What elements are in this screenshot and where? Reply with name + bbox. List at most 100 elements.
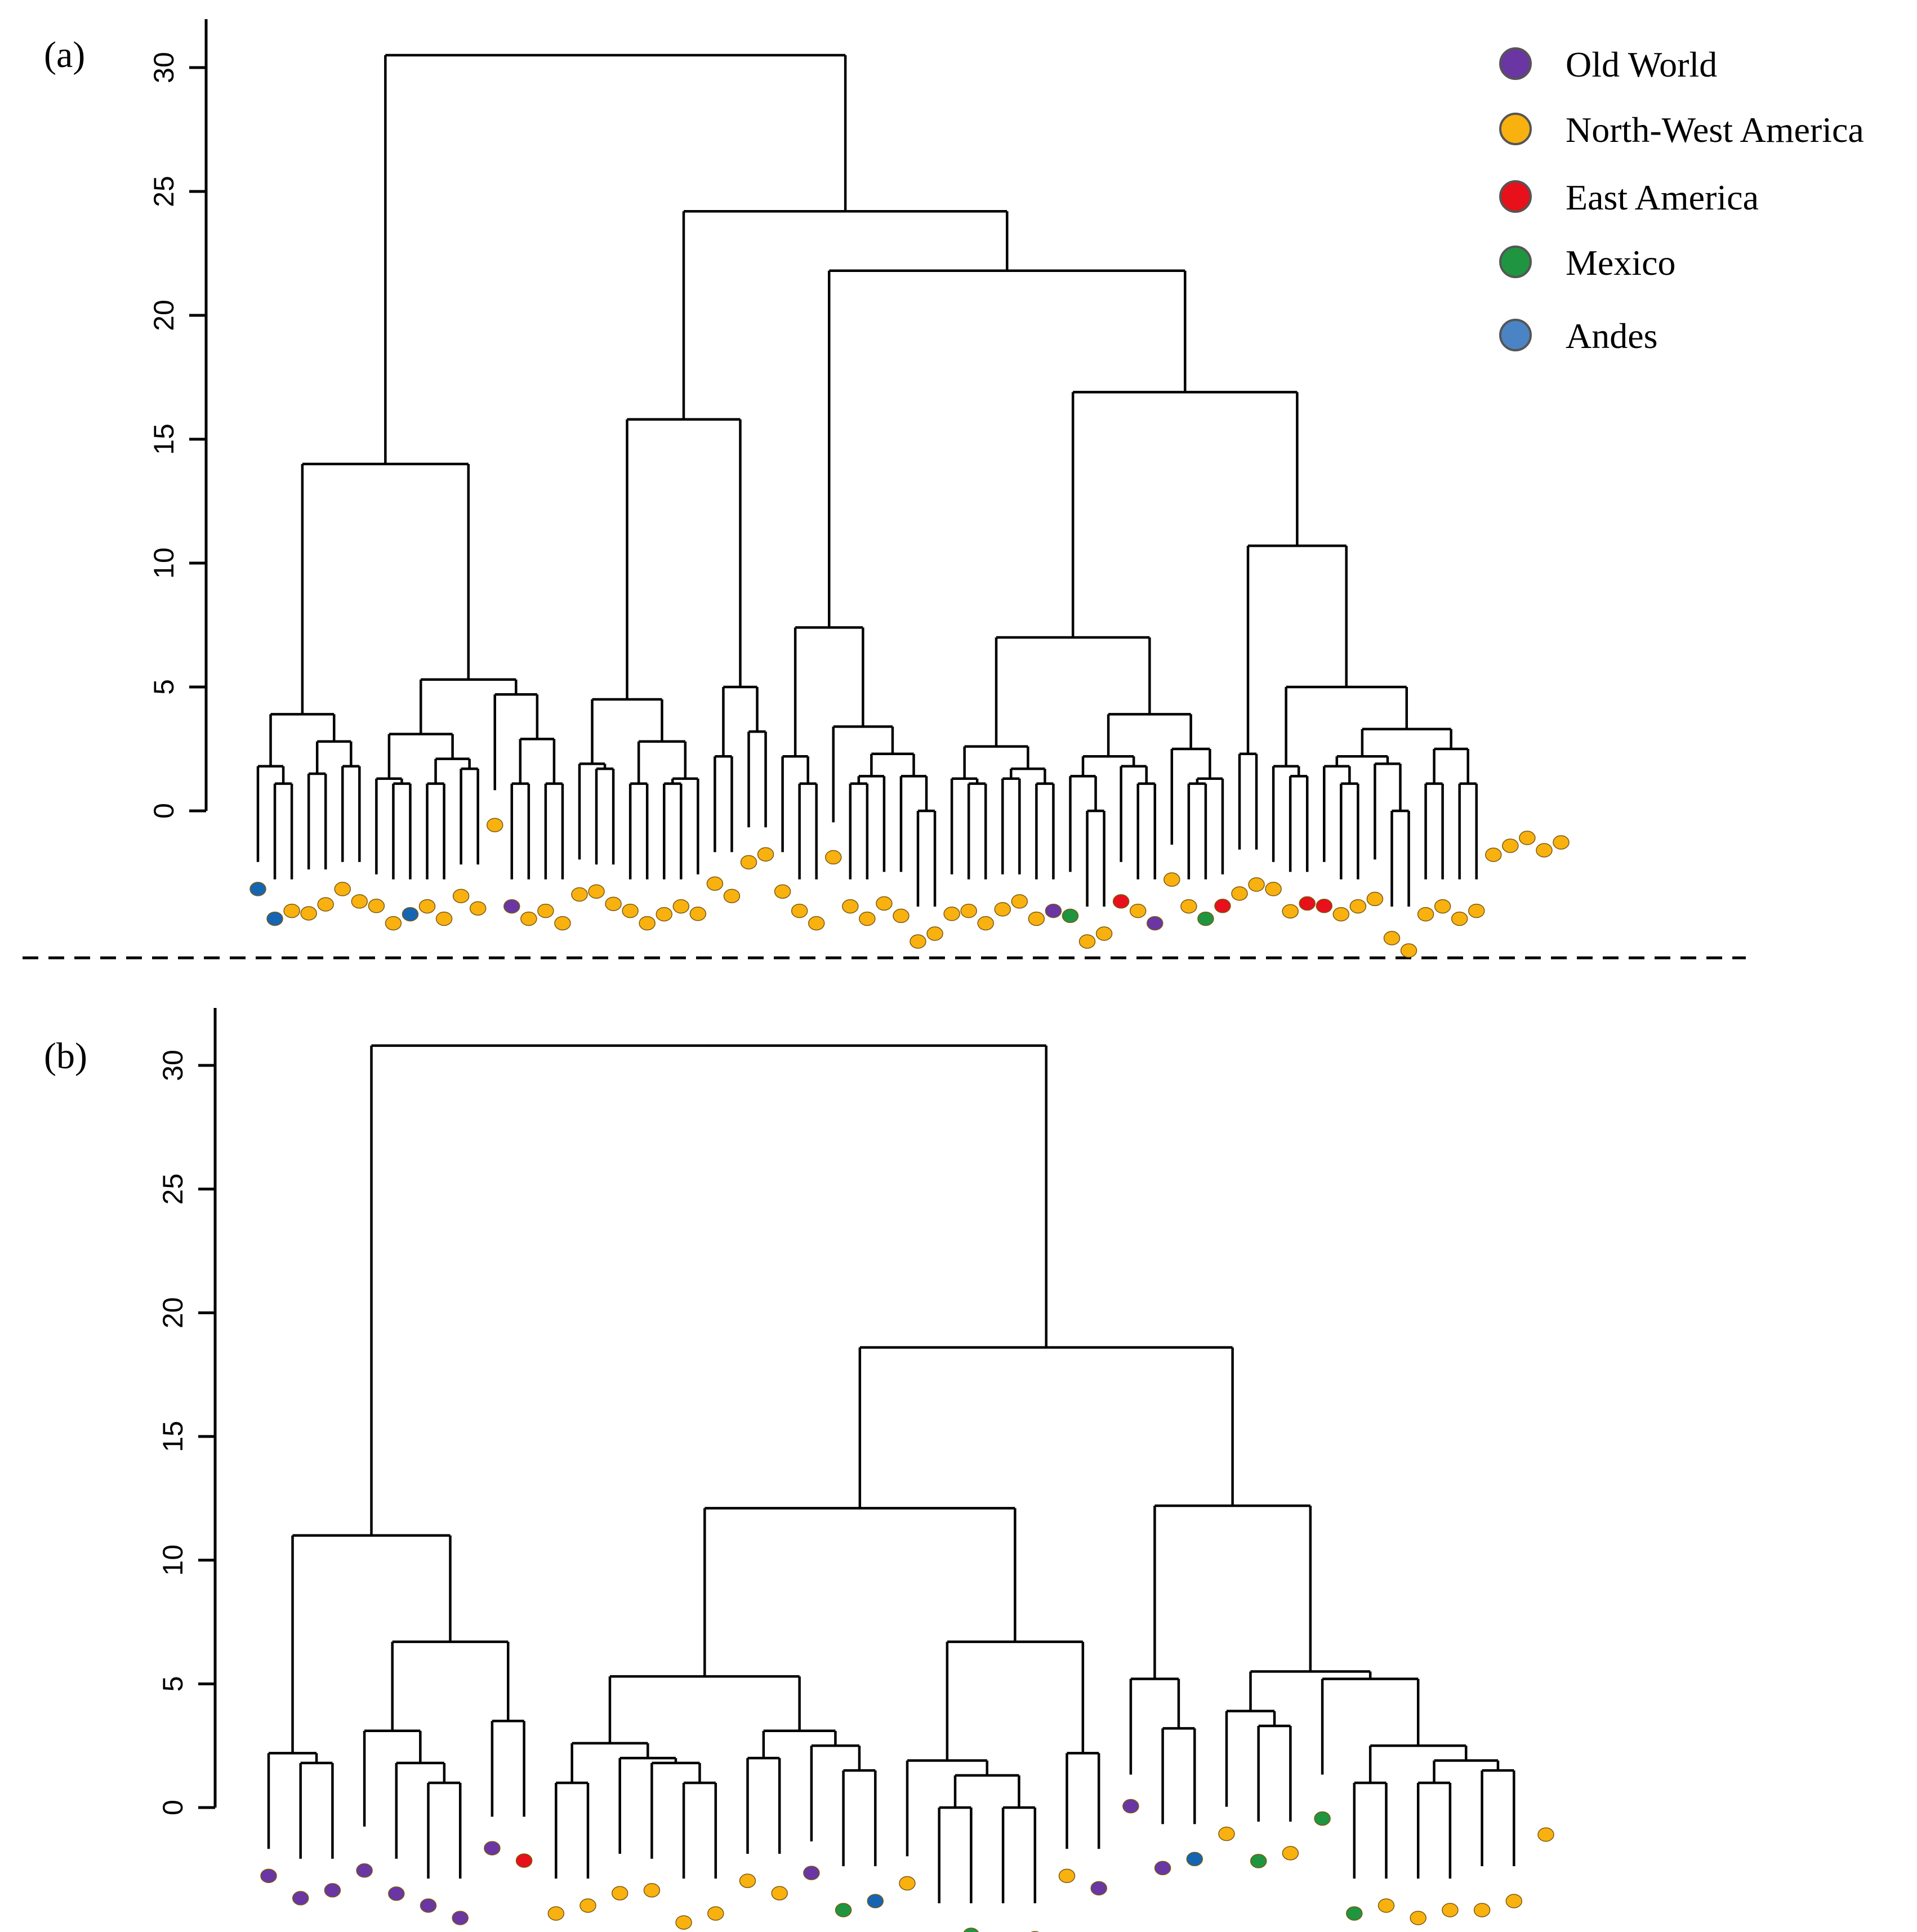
leaf-marker-north-west-america bbox=[1349, 899, 1367, 914]
leaf-marker-andes bbox=[867, 1894, 884, 1908]
legend-label-mexico: Mexico bbox=[1566, 243, 1676, 283]
leaf-marker-north-west-america bbox=[740, 855, 757, 869]
leaf-marker-north-west-america bbox=[1095, 926, 1113, 941]
leaf-marker-north-west-america bbox=[774, 884, 791, 899]
leaf-marker-old-world bbox=[1154, 1860, 1171, 1876]
leaf-marker-north-west-america bbox=[977, 916, 994, 931]
leaf-marker-north-west-america bbox=[1505, 1894, 1523, 1908]
leaf-marker-north-west-america bbox=[1282, 1846, 1299, 1860]
legend-label-east-america: East America bbox=[1566, 177, 1759, 217]
leaf-marker-north-west-america bbox=[1442, 1903, 1459, 1917]
y-tick-label: 5 bbox=[157, 1676, 189, 1692]
leaf-marker-north-west-america bbox=[537, 903, 554, 918]
leaf-marker-old-world bbox=[1122, 1799, 1139, 1814]
leaf-marker-north-west-america bbox=[1218, 1826, 1235, 1841]
leaf-markers bbox=[260, 1799, 1554, 1932]
leaf-marker-mexico bbox=[963, 1927, 979, 1932]
leaf-marker-north-west-america bbox=[588, 884, 605, 899]
y-tick-label: 0 bbox=[157, 1800, 189, 1815]
north-west-america-swatch-icon bbox=[1499, 113, 1532, 145]
leaf-marker-north-west-america bbox=[825, 850, 842, 865]
leaf-marker-north-west-america bbox=[757, 847, 774, 862]
leaf-marker-north-west-america bbox=[1537, 1827, 1554, 1842]
leaf-marker-north-west-america bbox=[706, 876, 724, 891]
leaf-marker-north-west-america bbox=[435, 911, 453, 926]
panel-a-dendrogram: 0 5 10 15 20 25 30 bbox=[148, 19, 1570, 958]
leaf-marker-east-america bbox=[1316, 899, 1333, 913]
leaf-marker-mexico bbox=[1346, 1906, 1363, 1921]
leaf-marker-north-west-america bbox=[1332, 907, 1350, 922]
leaf-marker-north-west-america bbox=[351, 894, 368, 909]
leaf-marker-north-west-america bbox=[656, 907, 672, 922]
leaf-marker-north-west-america bbox=[739, 1873, 756, 1888]
leaf-marker-east-america bbox=[1214, 899, 1231, 913]
leaf-marker-north-west-america bbox=[385, 916, 402, 931]
y-axis: 0 5 10 15 20 25 30 bbox=[157, 1008, 217, 1815]
y-tick-label: 15 bbox=[157, 1421, 189, 1452]
leaf-marker-mexico bbox=[1062, 908, 1079, 923]
y-tick-label: 25 bbox=[148, 176, 180, 207]
leaf-marker-north-west-america bbox=[571, 887, 588, 902]
leaf-marker-north-west-america bbox=[689, 907, 707, 921]
leaf-marker-north-west-america bbox=[893, 908, 910, 923]
y-tick-label: 10 bbox=[148, 547, 180, 579]
mexico-swatch-icon bbox=[1499, 246, 1532, 278]
leaf-marker-north-west-america bbox=[1519, 831, 1536, 845]
leaf-marker-old-world bbox=[324, 1883, 341, 1898]
leaf-marker-north-west-america bbox=[605, 896, 622, 911]
legend-label-andes: Andes bbox=[1566, 316, 1658, 356]
leaf-marker-north-west-america bbox=[334, 882, 351, 896]
leaf-marker-north-west-america bbox=[1058, 1868, 1076, 1884]
leaf-marker-old-world bbox=[260, 1868, 277, 1884]
leaf-marker-north-west-america bbox=[910, 934, 926, 949]
leaf-markers bbox=[249, 818, 1570, 958]
y-tick-label: 20 bbox=[157, 1297, 189, 1329]
leaf-marker-north-west-america bbox=[675, 1915, 692, 1930]
leaf-marker-old-world bbox=[803, 1866, 820, 1880]
leaf-marker-old-world bbox=[1147, 916, 1163, 931]
leaf-marker-north-west-america bbox=[707, 1906, 724, 1921]
leaf-marker-north-west-america bbox=[1366, 891, 1384, 907]
leaf-marker-north-west-america bbox=[643, 1883, 661, 1898]
leaf-marker-north-west-america bbox=[639, 916, 656, 931]
leaf-marker-north-west-america bbox=[300, 906, 317, 921]
y-tick-label: 10 bbox=[157, 1545, 189, 1576]
leaf-marker-north-west-america bbox=[672, 899, 690, 914]
legend-label-north-west-america: North-West America bbox=[1566, 110, 1864, 150]
legend-item-mexico: Mexico bbox=[1499, 238, 1916, 288]
leaf-marker-north-west-america bbox=[1231, 886, 1248, 901]
leaf-marker-north-west-america bbox=[1282, 904, 1299, 919]
y-tick-label: 5 bbox=[148, 679, 180, 695]
leaf-marker-north-west-america bbox=[899, 1876, 916, 1891]
leaf-marker-north-west-america bbox=[283, 903, 300, 918]
leaf-marker-north-west-america bbox=[1011, 894, 1028, 909]
leaf-marker-north-west-america bbox=[1536, 843, 1553, 858]
leaf-marker-north-west-america bbox=[808, 916, 825, 931]
y-axis: 0 5 10 15 20 25 30 bbox=[148, 19, 208, 819]
panel-a-label: (a) bbox=[44, 34, 86, 75]
leaf-marker-north-west-america bbox=[1473, 1903, 1491, 1917]
y-tick-label: 30 bbox=[157, 1050, 189, 1081]
leaf-marker-north-west-america bbox=[723, 889, 741, 903]
leaf-marker-north-west-america bbox=[418, 899, 436, 914]
leaf-marker-north-west-america bbox=[1180, 899, 1197, 914]
leaf-marker-north-west-america bbox=[994, 902, 1011, 917]
leaf-marker-mexico bbox=[1314, 1811, 1331, 1826]
andes-swatch-icon bbox=[1499, 319, 1532, 351]
leaf-marker-north-west-america bbox=[1028, 911, 1045, 926]
panel-b-dendrogram: 0 5 10 15 20 25 30 bbox=[157, 1008, 1554, 1932]
leaf-marker-north-west-america bbox=[1451, 911, 1468, 926]
leaf-marker-north-west-america bbox=[771, 1886, 788, 1900]
leaf-marker-north-west-america bbox=[611, 1886, 628, 1900]
leaf-marker-north-west-america bbox=[368, 899, 385, 913]
leaf-marker-north-west-america bbox=[520, 911, 537, 926]
legend-item-old-world: Old World bbox=[1499, 39, 1916, 90]
y-tick-label: 30 bbox=[148, 52, 180, 83]
leaf-marker-north-west-america bbox=[1377, 1898, 1395, 1913]
tree-links bbox=[267, 1044, 1515, 1903]
leaf-marker-north-west-america bbox=[1410, 1911, 1426, 1925]
leaf-marker-old-world bbox=[503, 899, 520, 914]
leaf-marker-andes bbox=[402, 907, 419, 922]
panel-b-label: (b) bbox=[44, 1036, 87, 1077]
